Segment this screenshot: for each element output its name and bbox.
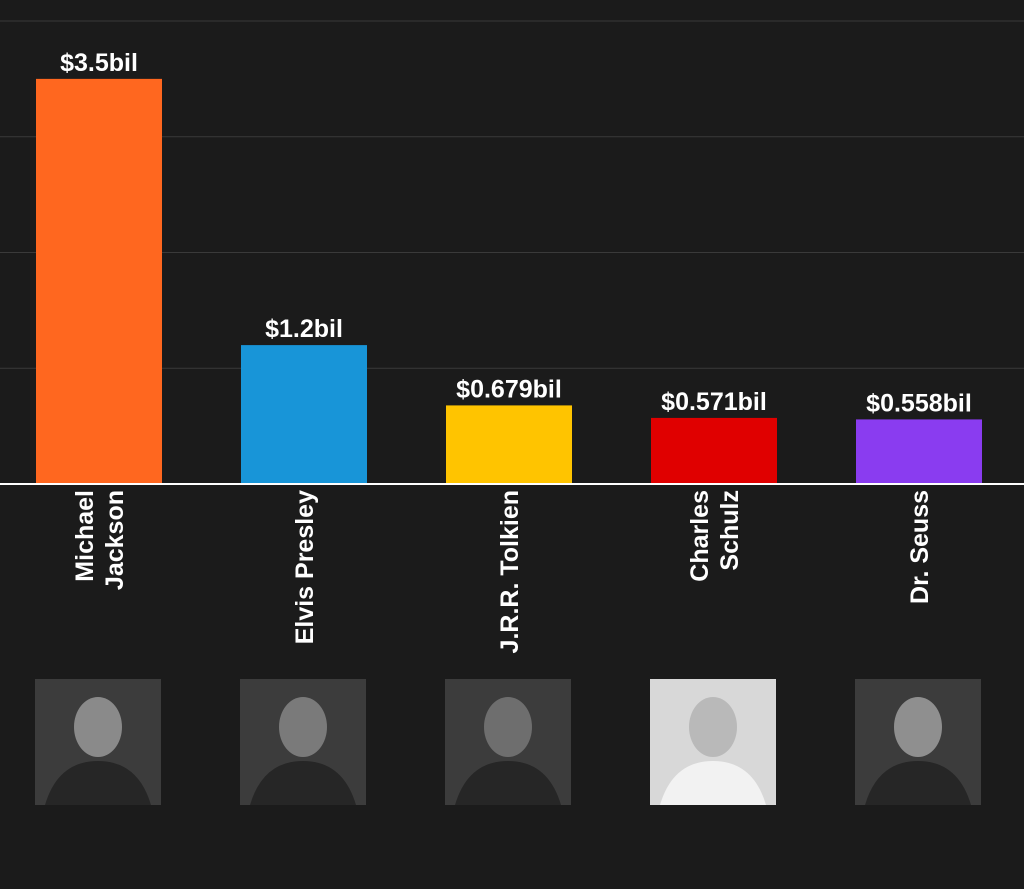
category-label: Dr. Seuss [906, 490, 934, 604]
charles-schulz-portrait [650, 679, 776, 805]
category-label: Schulz [716, 490, 744, 571]
category-label-group: Dr. Seuss [906, 490, 934, 604]
bar-value-label: $0.679bil [456, 375, 562, 403]
bar-1 [36, 78, 162, 484]
bar-value-label: $0.571bil [661, 388, 767, 416]
category-label: Charles [686, 490, 714, 582]
jrr-tolkien-portrait [445, 679, 571, 805]
bar-value-label: $3.5bil [60, 49, 138, 77]
category-label: Jackson [101, 490, 129, 590]
category-label-group: Elvis Presley [291, 490, 319, 644]
michael-jackson-portrait [35, 679, 161, 805]
elvis-presley-portrait [240, 679, 366, 805]
category-label: J.R.R. Tolkien [496, 490, 524, 653]
category-label-group: Michael Jackson [71, 490, 129, 590]
category-label-group: J.R.R. Tolkien [496, 490, 524, 653]
bar-value-label: $0.558bil [866, 389, 972, 417]
bar-3 [446, 405, 572, 484]
category-label: Michael [71, 490, 99, 582]
bar-2 [241, 345, 367, 484]
bar-5 [856, 419, 982, 484]
category-label: Elvis Presley [291, 490, 319, 644]
bar-value-label: $1.2bil [265, 315, 343, 343]
dr-seuss-portrait [855, 679, 981, 805]
category-label-group: Charles Schulz [686, 490, 744, 582]
bar-4 [651, 417, 777, 484]
